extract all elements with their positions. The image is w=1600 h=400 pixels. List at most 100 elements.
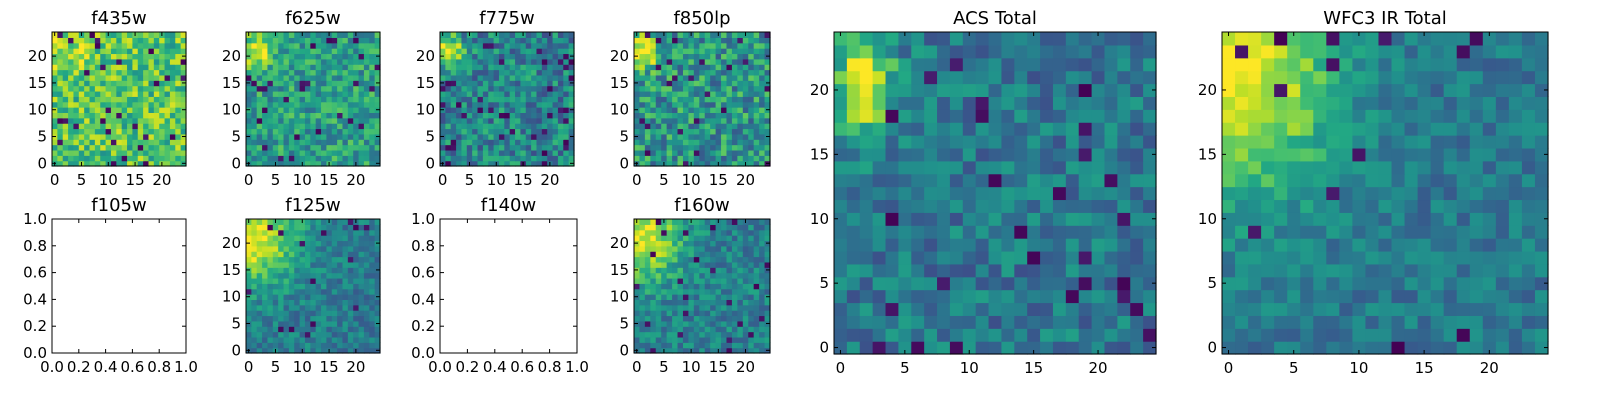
heatmap-cell (283, 42, 290, 49)
heatmap-cell (358, 74, 365, 81)
heatmap-cell (488, 101, 495, 108)
heatmap-cell (347, 112, 354, 119)
heatmap-cell (68, 53, 75, 60)
heatmap-cell (89, 107, 96, 113)
x-tick-label: 15 (709, 358, 728, 376)
heatmap-cell (666, 42, 673, 49)
heatmap-cell (1027, 238, 1041, 252)
heatmap-cell (655, 261, 662, 268)
heatmap-cell (180, 32, 187, 38)
heatmap-cell (885, 173, 899, 188)
heatmap-cell (721, 139, 728, 146)
heatmap-cell (127, 48, 133, 55)
heatmap-cell (278, 128, 285, 135)
heatmap-cell (898, 263, 912, 278)
heatmap-cell (693, 320, 700, 327)
heatmap-cell (721, 277, 728, 284)
heatmap-cell (661, 326, 668, 333)
heatmap-cell (52, 149, 58, 156)
heatmap-cell (246, 48, 252, 55)
heatmap-cell (283, 277, 290, 284)
heatmap-cell (898, 83, 912, 97)
heatmap-cell (731, 117, 738, 124)
heatmap-cell (472, 96, 479, 103)
heatmap-cell (742, 123, 749, 130)
heatmap-cell (246, 310, 252, 317)
heatmap-cell (337, 53, 344, 60)
heatmap-cell (644, 128, 651, 135)
heatmap-cell (363, 160, 370, 167)
heatmap-cell (742, 101, 749, 108)
heatmap-cell (472, 32, 479, 38)
heatmap-cell (644, 155, 651, 162)
heatmap-cell (748, 139, 755, 146)
heatmap-cell (326, 240, 333, 247)
heatmap-cell (885, 238, 899, 252)
heatmap-cell (278, 304, 285, 311)
heatmap-cell (262, 310, 269, 317)
heatmap-cell (859, 122, 874, 136)
heatmap-cell (369, 96, 376, 103)
heatmap-cell (753, 64, 760, 71)
heatmap-cell (1091, 70, 1106, 85)
heatmap-cell (116, 117, 123, 124)
heatmap-cell (342, 144, 349, 151)
heatmap-cell (299, 53, 306, 60)
heatmap-cell (321, 277, 327, 284)
heatmap-cell (764, 128, 771, 135)
heatmap-cell (294, 326, 301, 333)
heatmap-cell (834, 173, 848, 188)
heatmap-cell (326, 69, 333, 76)
heatmap-cell (272, 74, 279, 81)
heatmap-cell (715, 69, 722, 76)
heatmap-cell (337, 58, 344, 65)
heatmap-cell (347, 315, 354, 322)
heatmap-cell (304, 58, 311, 65)
heatmap-cell (661, 85, 668, 92)
heatmap-cell (347, 107, 354, 113)
heatmap-cell (272, 310, 279, 317)
heatmap-cell (180, 149, 187, 156)
heatmap-cell (1222, 225, 1236, 239)
heatmap-cell (482, 32, 489, 38)
heatmap-cell (326, 310, 333, 317)
heatmap-cell (353, 304, 360, 311)
heatmap-cell (509, 107, 516, 113)
heatmap-cell (846, 289, 861, 304)
y-tick-label: 15 (610, 261, 629, 279)
heatmap-cell (488, 69, 495, 76)
heatmap-cell (885, 199, 899, 213)
heatmap-cell (509, 160, 516, 167)
heatmap-cell (759, 144, 766, 151)
heatmap-cell (1052, 302, 1067, 316)
heatmap-cell (1274, 263, 1288, 278)
x-tick-label: 10 (99, 171, 118, 189)
heatmap-cell (304, 219, 311, 225)
heatmap-cell (563, 117, 570, 124)
heatmap-cell (644, 294, 651, 300)
heatmap-cell (363, 336, 370, 343)
heatmap-cell (310, 117, 317, 124)
heatmap-cell (256, 144, 263, 151)
heatmap-cell (1313, 263, 1327, 278)
heatmap-cell (1040, 186, 1054, 201)
heatmap-cell (1104, 135, 1118, 149)
heatmap-cell (84, 133, 91, 140)
heatmap-cell (288, 304, 295, 311)
heatmap-cell (742, 299, 749, 306)
heatmap-cell (283, 144, 290, 151)
heatmap-cell (504, 37, 511, 44)
heatmap-cell (57, 101, 64, 108)
heatmap-cell (1313, 328, 1327, 342)
heatmap-cell (666, 288, 673, 295)
y-tick-label: 0.0 (411, 344, 435, 362)
heatmap-cell (764, 90, 771, 97)
heatmap-cell (310, 128, 317, 135)
heatmap-cell (1065, 302, 1080, 316)
heatmap-cell (294, 272, 301, 279)
heatmap-cell (440, 90, 446, 97)
heatmap-cell (655, 90, 662, 97)
heatmap-cell (310, 315, 317, 322)
heatmap-cell (682, 160, 689, 167)
heatmap-cell (710, 42, 717, 49)
